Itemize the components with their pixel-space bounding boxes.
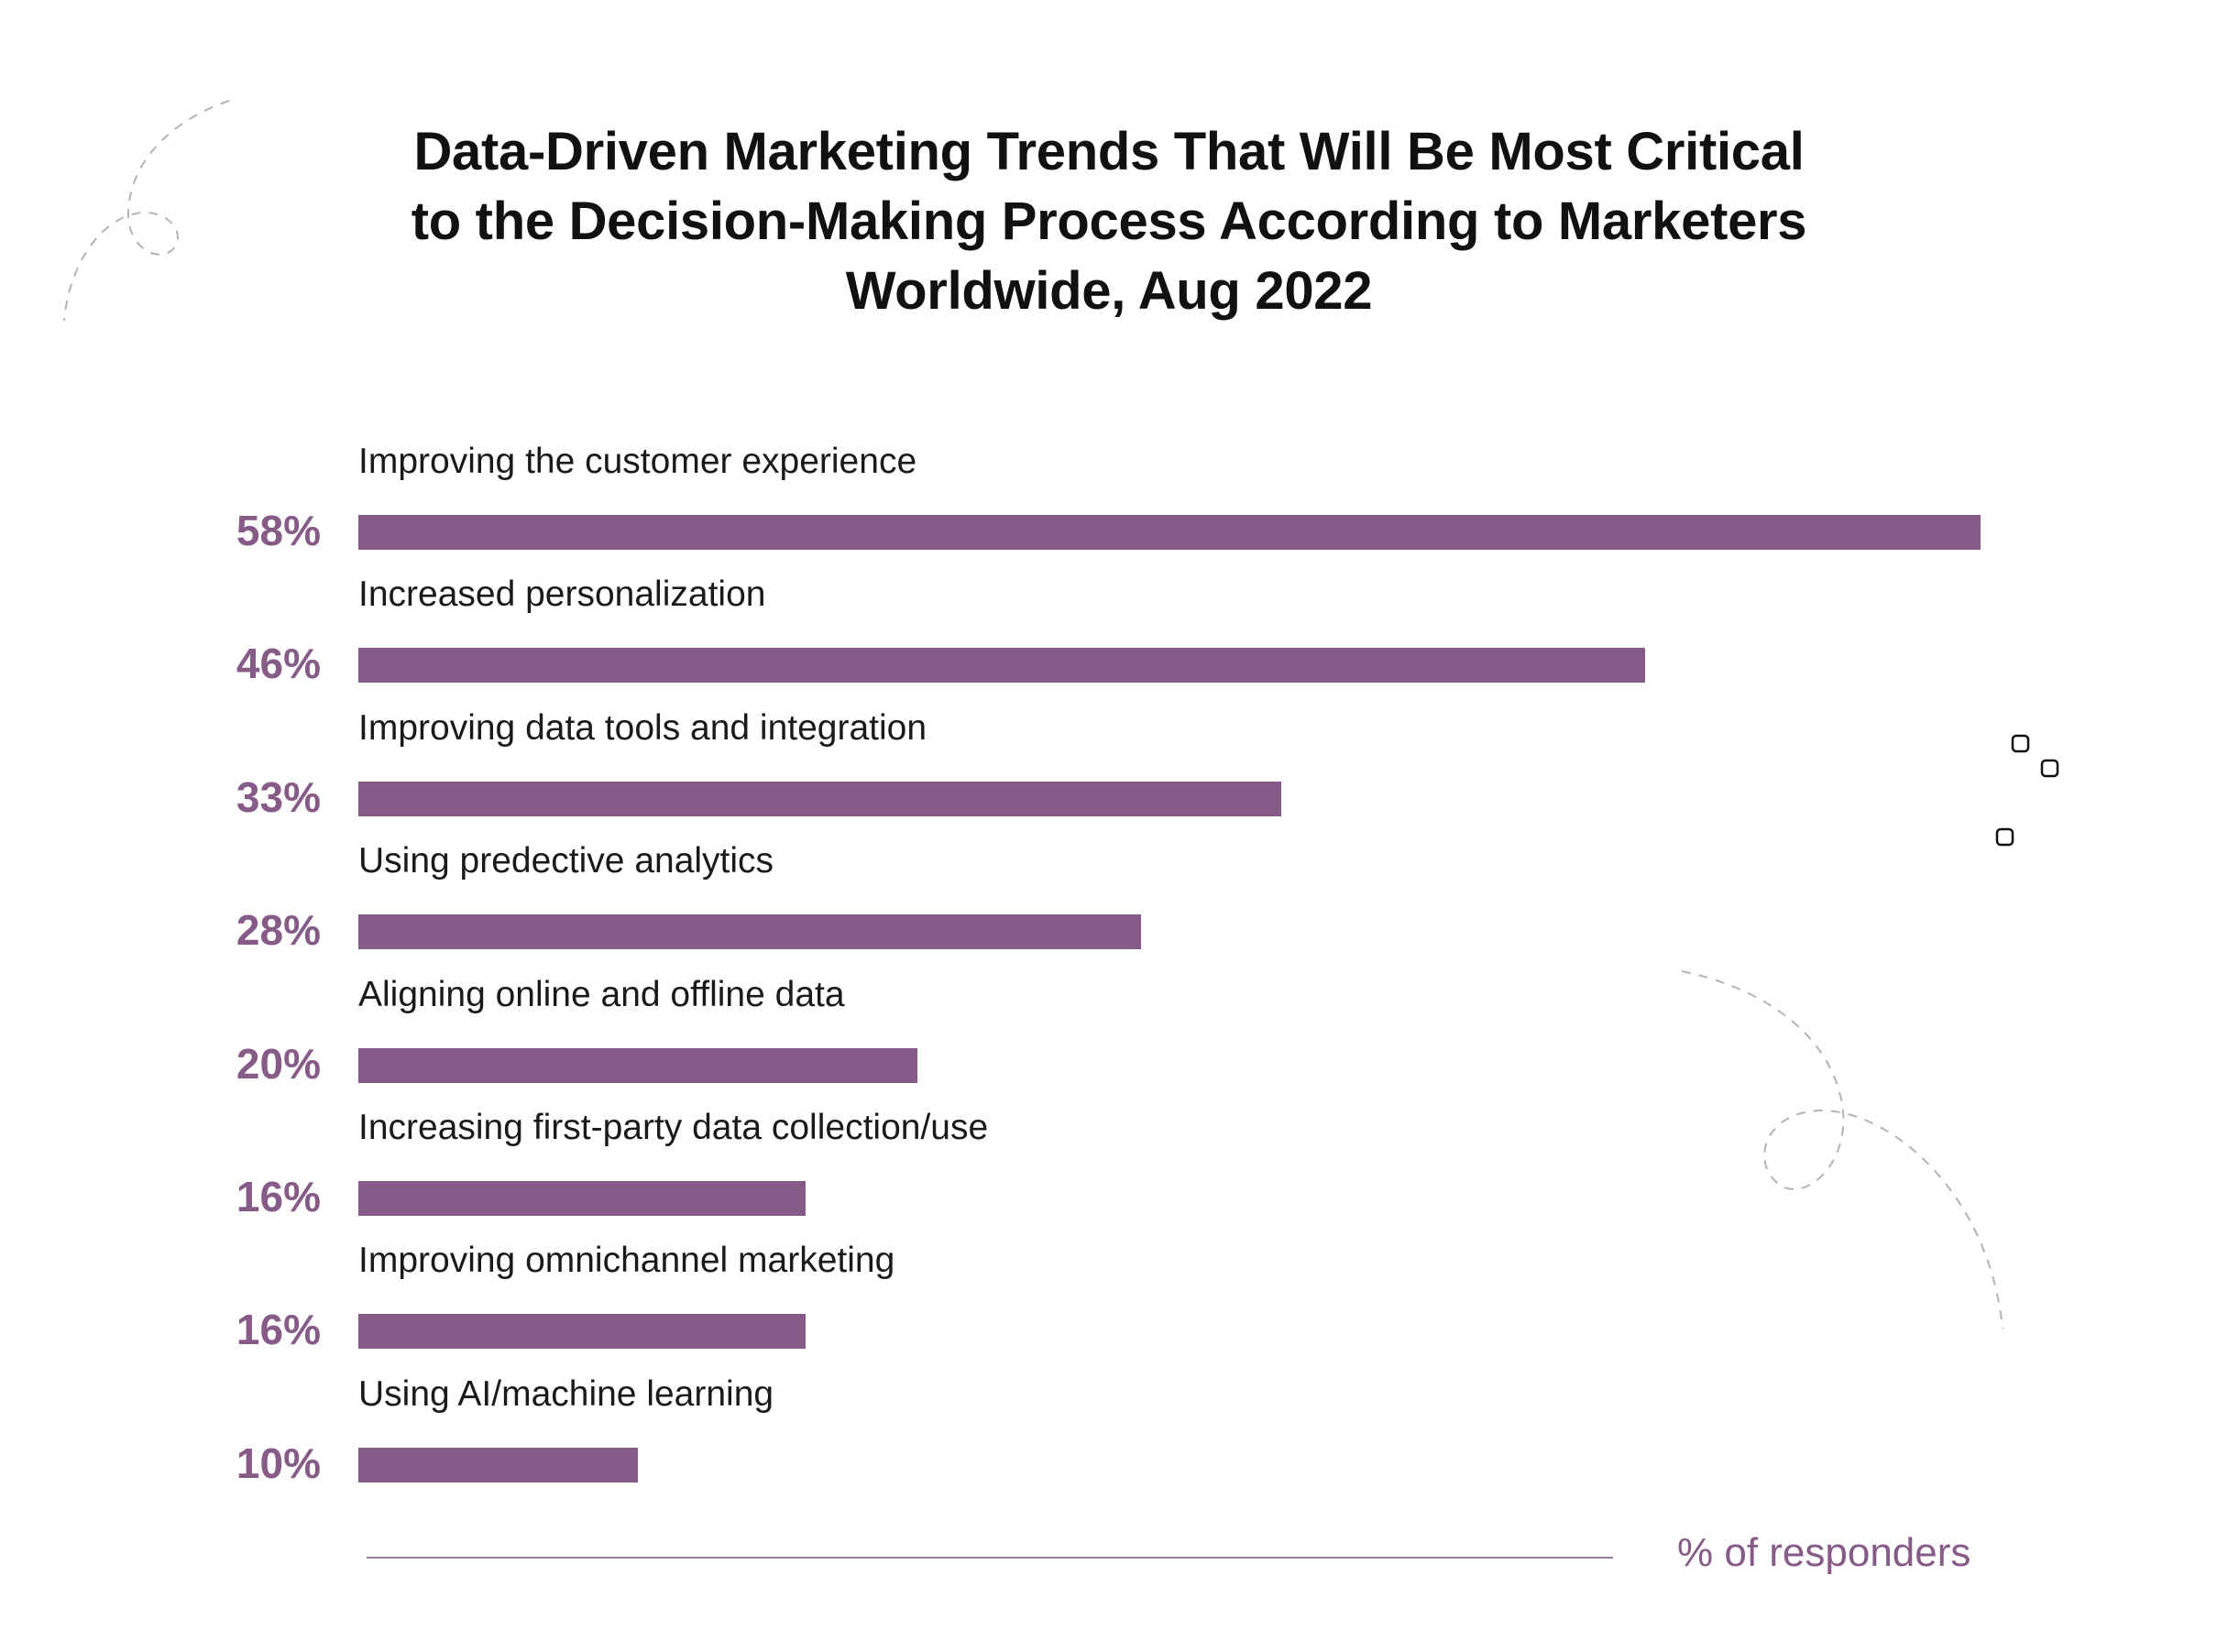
x-axis-line	[367, 1557, 1613, 1559]
square-dot-2	[2040, 759, 2059, 778]
category-label: Using predective analytics	[358, 841, 774, 881]
category-label: Improving the customer experience	[358, 442, 917, 481]
dashed-swirl-bottom-right	[1681, 970, 2003, 1329]
chart-title-line-1: Data-Driven Marketing Trends That Will B…	[413, 122, 1805, 181]
bar	[358, 914, 1141, 949]
value-label: 16%	[236, 1173, 321, 1220]
value-label: 58%	[236, 507, 321, 554]
dashed-swirl-top-left	[63, 100, 230, 322]
category-label: Using AI/machine learning	[358, 1374, 774, 1414]
bar	[358, 515, 1981, 550]
chart-title-line-3: Worldwide, Aug 2022	[845, 261, 1373, 321]
category-label: Increased personalization	[358, 574, 766, 614]
category-label: Improving omnichannel marketing	[358, 1241, 895, 1280]
bar	[358, 1048, 917, 1083]
bar	[358, 782, 1281, 816]
bar	[358, 1314, 806, 1349]
value-label: 20%	[236, 1040, 321, 1088]
chart-title: Data-Driven Marketing Trends That Will B…	[348, 117, 1870, 326]
x-axis-label: % of responders	[1677, 1530, 1971, 1575]
chart-title-line-2: to the Decision-Making Process According…	[411, 191, 1807, 251]
value-label: 46%	[236, 640, 321, 687]
square-dot-3	[1995, 827, 2014, 847]
bar	[358, 1448, 638, 1482]
bar	[358, 648, 1645, 683]
category-label: Increasing first-party data collection/u…	[358, 1108, 989, 1147]
value-label: 33%	[236, 773, 321, 821]
square-dot-1	[2011, 734, 2030, 753]
bar	[358, 1181, 806, 1216]
category-label: Improving data tools and integration	[358, 708, 927, 748]
category-label: Aligning online and offline data	[358, 975, 845, 1014]
value-label: 16%	[236, 1306, 321, 1353]
value-label: 10%	[236, 1439, 321, 1487]
value-label: 28%	[236, 906, 321, 954]
